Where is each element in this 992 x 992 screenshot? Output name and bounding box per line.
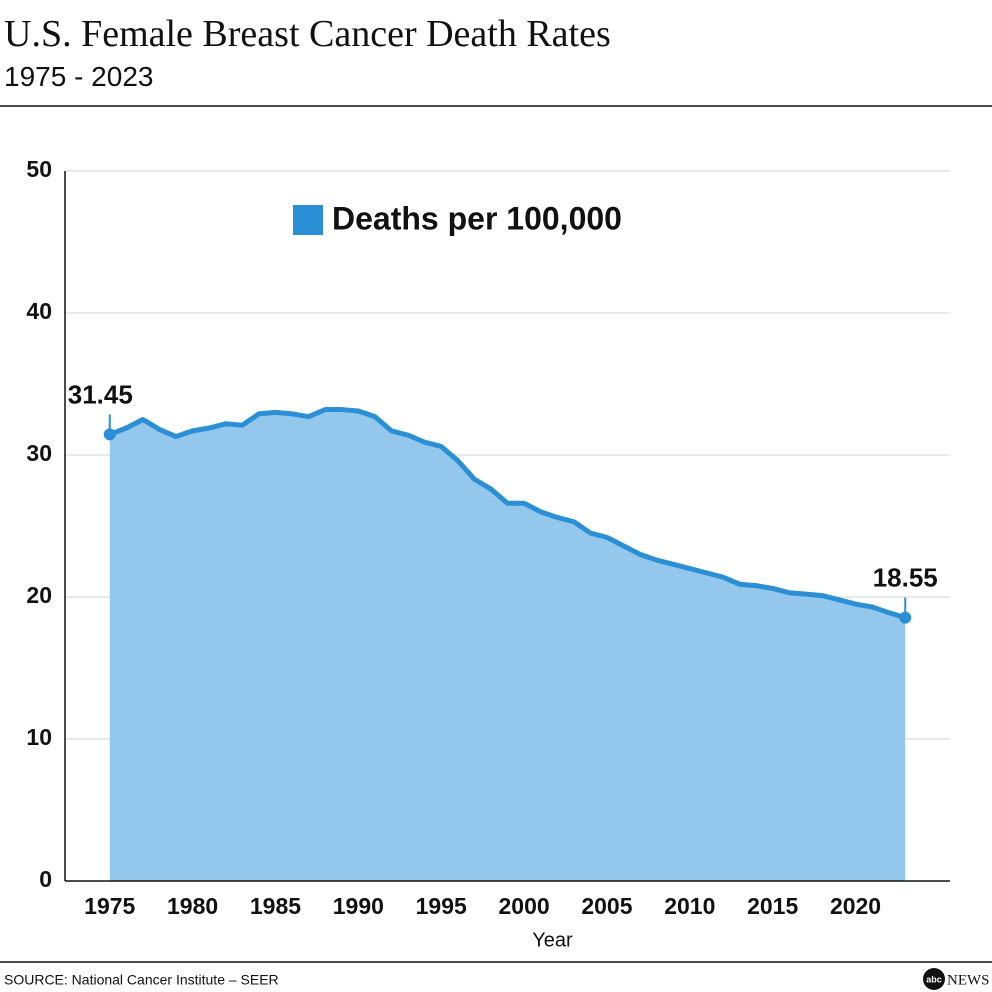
x-tick-label: 1975 (84, 893, 135, 919)
source: SOURCE: National Cancer Institute – SEER (4, 972, 279, 988)
legend-label: Deaths per 100,000 (332, 200, 622, 236)
x-tick-label: 1995 (416, 893, 467, 919)
logo-mark (923, 968, 945, 990)
x-axis-label: Year (532, 929, 573, 951)
y-tick-label: 30 (26, 440, 52, 466)
legend-swatch (293, 205, 323, 235)
y-tick-label: 20 (26, 582, 52, 608)
x-tick-label: 2010 (664, 893, 715, 919)
area (109, 409, 906, 881)
data-label: 31.45 (68, 379, 133, 409)
y-tick-label: 0 (39, 866, 52, 892)
x-tick-label: 1990 (333, 893, 384, 919)
end-point (899, 611, 912, 624)
y-tick-label: 50 (26, 156, 52, 182)
x-tick-label: 2000 (498, 893, 549, 919)
x-tick-label: 2005 (581, 893, 632, 919)
data-label: 18.55 (873, 562, 938, 592)
line (108, 407, 906, 620)
x-tick-label: 2015 (747, 893, 798, 919)
logo-mark-text: abc (926, 974, 942, 984)
chart-subtitle: 1975 - 2023 (4, 61, 153, 92)
end-point (103, 428, 116, 441)
y-tick-label: 10 (26, 724, 52, 750)
x-tick-label: 2020 (830, 893, 881, 919)
x-tick-label: 1980 (167, 893, 218, 919)
y-tick-label: 40 (26, 298, 52, 324)
x-tick-label: 1985 (250, 893, 301, 919)
logo-text: NEWS (947, 972, 990, 988)
chart-title: U.S. Female Breast Cancer Death Rates (4, 13, 611, 55)
